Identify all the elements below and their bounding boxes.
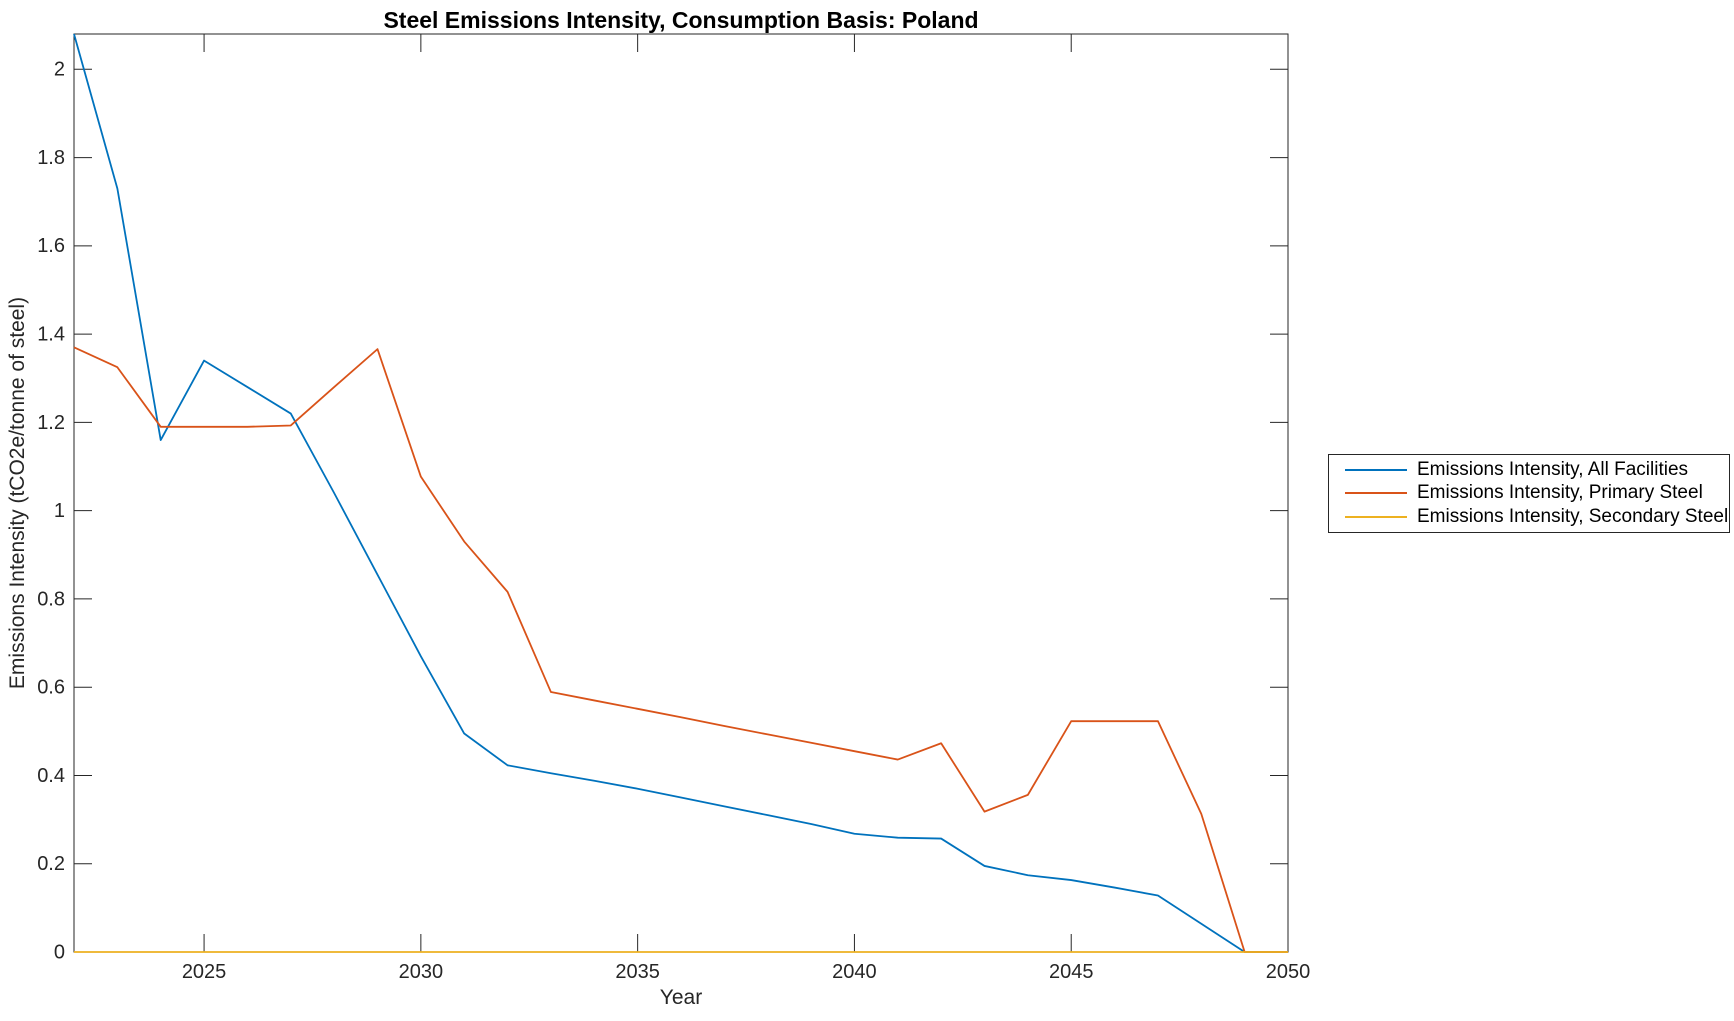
x-tick-label: 2045 — [1049, 961, 1094, 983]
x-axis-label: Year — [659, 986, 703, 1009]
x-tick-label: 2025 — [182, 961, 227, 983]
x-tick-label: 2040 — [832, 961, 877, 983]
series-line-0 — [73, 33, 1288, 953]
x-tick-label: 2050 — [1266, 961, 1311, 983]
axis-box — [73, 33, 1289, 953]
x-tick-label: 2030 — [399, 961, 444, 983]
legend-item-all-facilities: Emissions Intensity, All Facilities — [1329, 459, 1729, 481]
legend-label: Emissions Intensity, Secondary Steel — [1417, 506, 1729, 528]
legend-item-secondary-steel: Emissions Intensity, Secondary Steel — [1329, 506, 1729, 528]
y-tick-label: 1.4 — [37, 324, 65, 346]
x-tick-label: 2035 — [615, 961, 660, 983]
y-tick-label: 0.6 — [37, 677, 65, 699]
legend-item-primary-steel: Emissions Intensity, Primary Steel — [1329, 482, 1729, 504]
legend-line-sample-primary-steel — [1345, 492, 1407, 495]
y-tick-label: 1.2 — [37, 412, 65, 434]
y-tick-label: 2 — [54, 59, 65, 81]
y-tick-label: 1.8 — [37, 147, 65, 169]
y-tick-label: 0 — [54, 941, 65, 963]
chart-title: Steel Emissions Intensity, Consumption B… — [383, 7, 979, 33]
legend-label: Emissions Intensity, Primary Steel — [1417, 482, 1703, 504]
y-tick-label: 1 — [54, 500, 65, 522]
legend-label: Emissions Intensity, All Facilities — [1417, 458, 1689, 480]
legend-line-sample-secondary-steel — [1345, 516, 1407, 519]
series-line-1 — [73, 346, 1288, 953]
y-tick-label: 1.6 — [37, 235, 65, 257]
legend-line-sample-all-facilities — [1345, 468, 1407, 471]
legend: Emissions Intensity, All Facilities Emis… — [1328, 454, 1730, 533]
y-tick-label: 0.2 — [37, 853, 65, 875]
y-tick-label: 0.8 — [37, 588, 65, 610]
y-tick-label: 0.4 — [37, 765, 65, 787]
